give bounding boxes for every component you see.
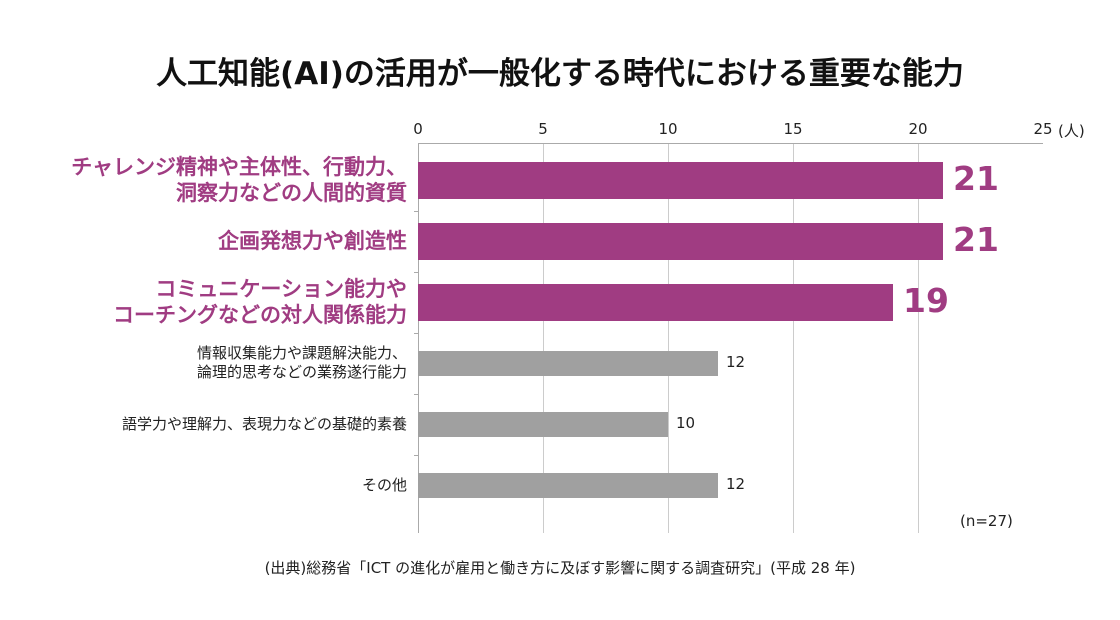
y-axis-line [418,143,419,533]
x-tick-label: 0 [413,120,423,138]
bar [418,222,943,260]
data-label: 21 [953,220,999,259]
gridline [918,143,919,533]
category-label: 企画発想力や創造性 [218,229,407,253]
x-tick-label: 25 [1033,120,1053,138]
x-tick-label: 10 [658,120,678,138]
data-label: 19 [903,281,949,320]
category-tick [414,394,418,395]
category-label: チャレンジ精神や主体性、行動力、 洞察力などの人間的資質 [71,155,407,206]
gridline [668,143,669,533]
data-label: 12 [726,353,746,371]
x-axis-unit: (人) [1058,122,1085,140]
data-label: 10 [676,414,696,432]
source-citation: (出典)総務省「ICT の進化が雇用と働き方に及ぼす影響に関する調査研究」(平成… [264,559,856,577]
data-label: 21 [953,159,999,198]
x-tick-label: 5 [538,120,548,138]
category-tick [414,333,418,334]
data-label: 12 [726,475,746,493]
category-label: コミュニケーション能力や コーチングなどの対人関係能力 [113,277,407,328]
gridline [543,143,544,533]
gridline [793,143,794,533]
sample-size-note: (n=27) [960,512,1013,530]
category-label: その他 [361,475,407,494]
bar [418,472,718,498]
bar [418,411,668,437]
bar [418,350,718,376]
chart-title: 人工知能(AI)の活用が一般化する時代における重要な能力 [156,56,964,92]
category-tick [414,272,418,273]
bar [418,161,943,199]
category-tick [414,211,418,212]
bar [418,283,893,321]
category-tick [414,455,418,456]
x-tick-label: 20 [908,120,928,138]
x-axis-line [418,143,1043,144]
x-tick-label: 15 [783,120,803,138]
category-label: 語学力や理解力、表現力などの基礎的素養 [121,414,407,433]
category-label: 情報収集能力や課題解決能力、 論理的思考などの業務遂行能力 [196,344,407,381]
